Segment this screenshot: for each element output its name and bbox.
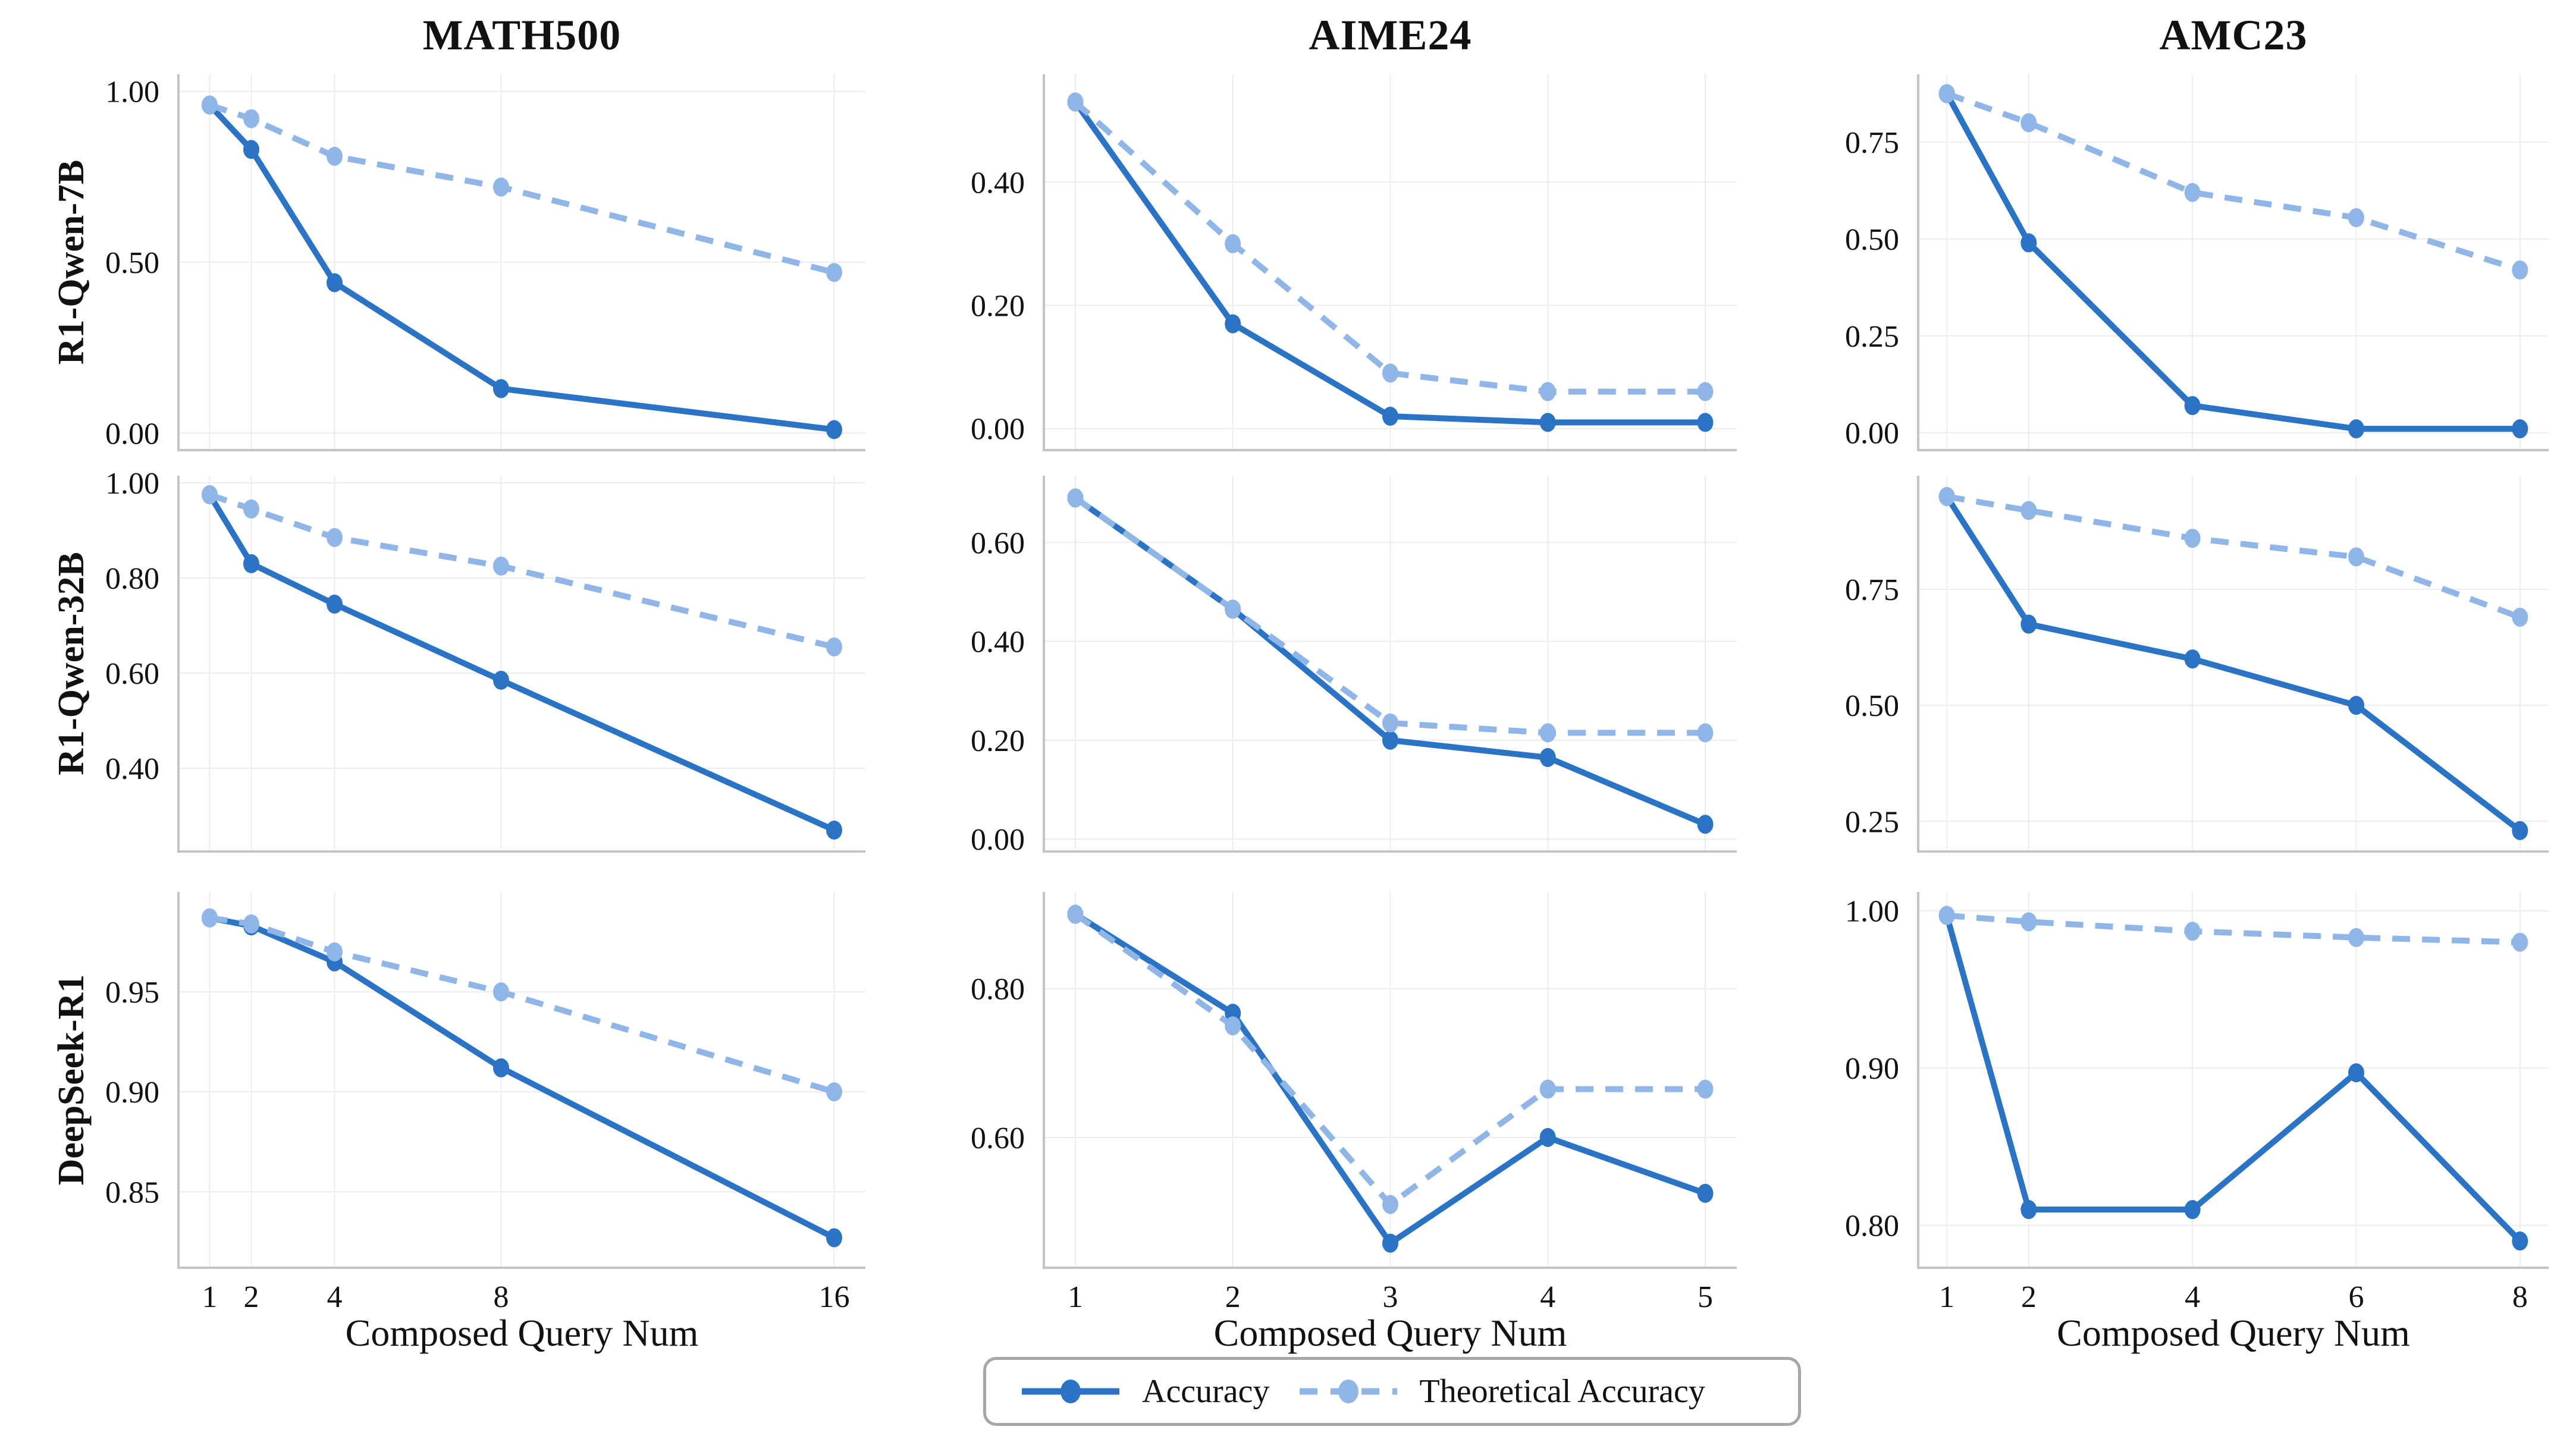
chart-aime24-r1-qwen-7b: 0.00 0.20 0.40 — [971, 74, 1737, 451]
svg-text:1.00: 1.00 — [1845, 895, 1899, 929]
svg-text:2: 2 — [1225, 1280, 1241, 1314]
svg-text:0.40: 0.40 — [105, 752, 159, 786]
col-title-amc23: AMC23 — [2159, 11, 2308, 59]
chart-math500-r1-qwen-32b: 0.40 0.60 0.80 1.00 — [105, 469, 865, 853]
chart-math500-r1-qwen-7b: 0.00 0.50 1.00 — [105, 74, 865, 451]
legend: Accuracy Theoretical Accuracy — [983, 1357, 1801, 1426]
legend-item-theoretical: Theoretical Accuracy — [1297, 1372, 1705, 1410]
svg-text:0.00: 0.00 — [105, 417, 159, 451]
svg-text:1: 1 — [1939, 1280, 1954, 1314]
svg-text:0.80: 0.80 — [1845, 1209, 1899, 1243]
svg-text:2: 2 — [244, 1280, 259, 1314]
chart-amc23-r1-qwen-7b: 0.00 0.25 0.50 0.75 — [1845, 74, 2549, 451]
svg-text:0.00: 0.00 — [971, 823, 1025, 857]
svg-text:16: 16 — [819, 1280, 850, 1314]
svg-text:0.90: 0.90 — [105, 1076, 159, 1110]
svg-text:0.80: 0.80 — [105, 562, 159, 596]
svg-text:0.85: 0.85 — [105, 1176, 159, 1209]
legend-label-theoretical: Theoretical Accuracy — [1419, 1373, 1705, 1410]
svg-text:0.40: 0.40 — [971, 626, 1025, 659]
svg-text:0.60: 0.60 — [971, 1121, 1025, 1155]
chart-aime24-deepseek-r1: 0.60 0.80 1 2 3 4 5 — [971, 892, 1737, 1314]
col-title-math500: MATH500 — [422, 11, 622, 59]
svg-text:0.60: 0.60 — [105, 657, 159, 691]
svg-text:0.50: 0.50 — [1845, 689, 1899, 723]
svg-text:4: 4 — [2185, 1280, 2200, 1314]
svg-text:5: 5 — [1698, 1280, 1713, 1314]
svg-text:0.95: 0.95 — [105, 976, 159, 1010]
xaxis-label-math500: Composed Query Num — [345, 1312, 699, 1354]
svg-text:0.90: 0.90 — [1845, 1052, 1899, 1086]
svg-text:0.50: 0.50 — [105, 246, 159, 280]
legend-item-accuracy: Accuracy — [1019, 1372, 1270, 1410]
chart-math500-deepseek-r1: 0.85 0.90 0.95 1 2 4 8 16 — [105, 892, 865, 1314]
xaxis-label-amc23: Composed Query Num — [2057, 1312, 2410, 1354]
svg-text:0.25: 0.25 — [1845, 320, 1899, 354]
svg-text:8: 8 — [494, 1280, 509, 1314]
chart-amc23-deepseek-r1: 0.80 0.90 1.00 1 2 4 6 8 — [1845, 892, 2549, 1314]
svg-text:4: 4 — [1540, 1280, 1555, 1314]
svg-text:0.20: 0.20 — [971, 290, 1025, 323]
svg-text:0.80: 0.80 — [971, 973, 1025, 1007]
svg-text:0.40: 0.40 — [971, 166, 1025, 200]
svg-text:0.00: 0.00 — [971, 413, 1025, 447]
svg-text:0.00: 0.00 — [1845, 417, 1899, 451]
accuracy-line-icon — [1022, 1380, 1119, 1403]
theoretical-line-icon — [1299, 1380, 1397, 1403]
svg-text:0.20: 0.20 — [971, 724, 1025, 758]
svg-text:1.00: 1.00 — [105, 469, 159, 501]
svg-text:3: 3 — [1383, 1280, 1398, 1314]
svg-text:0.25: 0.25 — [1845, 805, 1899, 839]
svg-text:1: 1 — [1068, 1280, 1083, 1314]
svg-text:2: 2 — [2021, 1280, 2037, 1314]
col-title-aime24: AIME24 — [1309, 11, 1472, 59]
svg-text:4: 4 — [327, 1280, 343, 1314]
svg-text:1.00: 1.00 — [105, 76, 159, 109]
svg-text:0.75: 0.75 — [1845, 573, 1899, 607]
legend-label-accuracy: Accuracy — [1142, 1373, 1270, 1410]
svg-text:0.75: 0.75 — [1845, 126, 1899, 160]
svg-text:0.60: 0.60 — [971, 526, 1025, 560]
chart-amc23-r1-qwen-32b: 0.25 0.50 0.75 — [1845, 476, 2549, 853]
svg-text:6: 6 — [2348, 1280, 2364, 1314]
chart-aime24-r1-qwen-32b: 0.00 0.20 0.40 0.60 — [971, 476, 1737, 857]
svg-text:1: 1 — [202, 1280, 218, 1314]
svg-text:8: 8 — [2512, 1280, 2528, 1314]
xaxis-label-aime24: Composed Query Num — [1213, 1312, 1567, 1354]
svg-text:0.50: 0.50 — [1845, 223, 1899, 257]
